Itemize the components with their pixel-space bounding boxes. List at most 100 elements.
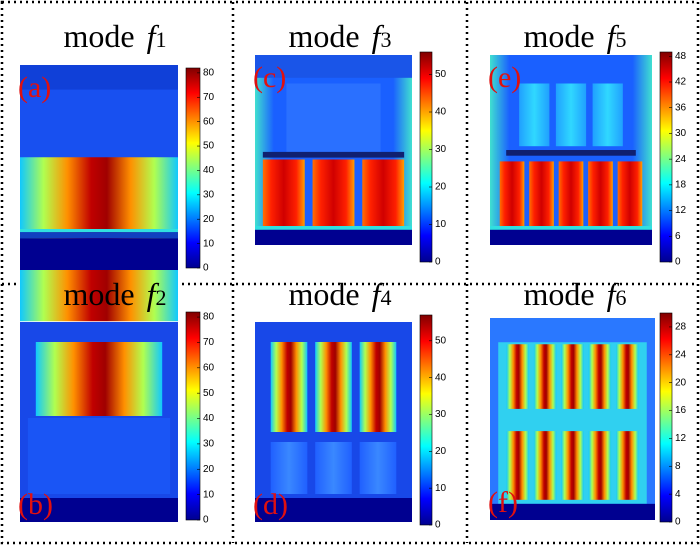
panel: mode f2 (b) 0 10 20 30 40 50 60 70 80 xyxy=(18,276,215,526)
colorbar-tick-label: 24 xyxy=(675,349,687,360)
colorbar-tick-label: 20 xyxy=(203,214,215,225)
colorbar xyxy=(185,67,201,269)
title-word: mode xyxy=(524,18,595,54)
colorbar-tick-label: 40 xyxy=(203,165,215,176)
field-region xyxy=(533,344,557,409)
colorbar-tick-label: 60 xyxy=(203,116,215,127)
panel: mode f5(e) 0 6 12 18 24 30 36 42 48 xyxy=(488,18,687,268)
colorbar-tick-label: 10 xyxy=(203,489,215,500)
colorbar-tick-label: 20 xyxy=(675,377,687,388)
field-region xyxy=(617,161,643,226)
colorbar-tick-label: 30 xyxy=(435,144,447,155)
colorbar-tick-label: 30 xyxy=(203,189,215,200)
panel-title: mode f3 xyxy=(289,18,392,54)
panel: mode f4 (d) 0 10 20 30 40 50 xyxy=(253,276,447,531)
field-region xyxy=(490,229,652,245)
colorbar-tick-label: 40 xyxy=(435,372,447,383)
field-region xyxy=(490,226,652,230)
title-index: 6 xyxy=(615,285,626,310)
field-region xyxy=(315,442,352,494)
field-region xyxy=(499,161,525,226)
field-region xyxy=(286,83,381,152)
field-region xyxy=(20,238,178,270)
colorbar-tick-label: 50 xyxy=(435,69,447,80)
field-region xyxy=(270,442,308,494)
panel: mode f6 (f) 0 4 8 12 16 20 24 28 xyxy=(488,276,687,528)
colorbar-tick-label: 80 xyxy=(203,312,215,323)
colorbar-tick-label: 16 xyxy=(675,405,687,416)
field-region xyxy=(519,83,550,147)
colorbar-tick-label: 40 xyxy=(203,413,215,424)
field-region xyxy=(555,83,587,147)
colorbar-tick-label: 20 xyxy=(435,182,447,193)
colorbar-tick-label: 50 xyxy=(203,388,215,399)
colorbar-tick-label: 48 xyxy=(675,51,687,62)
colorbar-tick-label: 40 xyxy=(435,107,447,118)
title-word: mode xyxy=(64,276,135,312)
field-region xyxy=(35,342,163,416)
colorbar-tick-label: 10 xyxy=(435,483,447,494)
field-region xyxy=(27,418,171,494)
colorbar-tick-label: 0 xyxy=(203,515,209,526)
field-region xyxy=(255,498,412,522)
panel-title: mode f1 xyxy=(64,18,167,54)
field-region xyxy=(616,431,639,500)
colorbar-tick-label: 70 xyxy=(203,337,215,348)
panel-label: (e) xyxy=(488,61,521,94)
colorbar-tick-label: 50 xyxy=(435,335,447,346)
field-region xyxy=(255,55,412,78)
panel-label: (b) xyxy=(18,488,53,521)
colorbar-tick-label: 20 xyxy=(435,446,447,457)
panel-title: mode f6 xyxy=(524,276,627,312)
field-region xyxy=(561,344,584,409)
title-index: 4 xyxy=(380,285,391,310)
field-region xyxy=(362,159,405,226)
colorbar xyxy=(419,51,433,263)
title-index: 1 xyxy=(155,27,166,52)
colorbar-tick-label: 10 xyxy=(203,238,215,249)
field-region xyxy=(529,161,554,226)
colorbar-tick-label: 42 xyxy=(675,77,687,88)
field-region xyxy=(20,65,178,90)
field-region xyxy=(616,344,639,409)
title-index: 3 xyxy=(380,27,391,52)
colorbar-tick-label: 70 xyxy=(203,92,215,103)
field-region xyxy=(262,151,405,158)
field-region xyxy=(20,229,178,233)
colorbar-tick-label: 4 xyxy=(675,489,681,500)
colorbar-tick-label: 0 xyxy=(675,517,681,528)
colorbar xyxy=(659,51,673,263)
field-region xyxy=(588,344,612,409)
panel-label: (c) xyxy=(253,61,286,94)
colorbar-tick-label: 24 xyxy=(675,154,687,165)
title-word: mode xyxy=(289,18,360,54)
colorbar-tick-label: 10 xyxy=(435,219,447,230)
title-index: 2 xyxy=(155,285,166,310)
colorbar-tick-label: 0 xyxy=(435,520,441,531)
title-word: mode xyxy=(524,276,595,312)
field-region xyxy=(506,150,636,156)
colorbar-tick-label: 30 xyxy=(203,439,215,450)
field-region xyxy=(255,226,412,230)
colorbar-tick-label: 6 xyxy=(675,231,681,242)
colorbar-tick-label: 0 xyxy=(675,257,681,268)
colorbar-tick-label: 0 xyxy=(435,257,441,268)
field-region xyxy=(506,344,529,409)
colorbar xyxy=(419,314,433,526)
panel: mode f1 (a) 0 10 20 30 40 50 60 70 80 xyxy=(18,18,215,322)
colorbar xyxy=(659,312,673,523)
field-region xyxy=(588,161,613,226)
panel-title: mode f5 xyxy=(524,18,627,54)
title-index: 5 xyxy=(615,27,626,52)
field-region xyxy=(359,442,397,494)
field-region xyxy=(20,232,178,239)
panel-label: (d) xyxy=(253,488,288,521)
field-region xyxy=(588,431,612,500)
field-region xyxy=(490,503,655,520)
field-region xyxy=(592,83,623,147)
field-region xyxy=(359,342,397,432)
title-word: mode xyxy=(289,276,360,312)
colorbar xyxy=(185,311,201,521)
